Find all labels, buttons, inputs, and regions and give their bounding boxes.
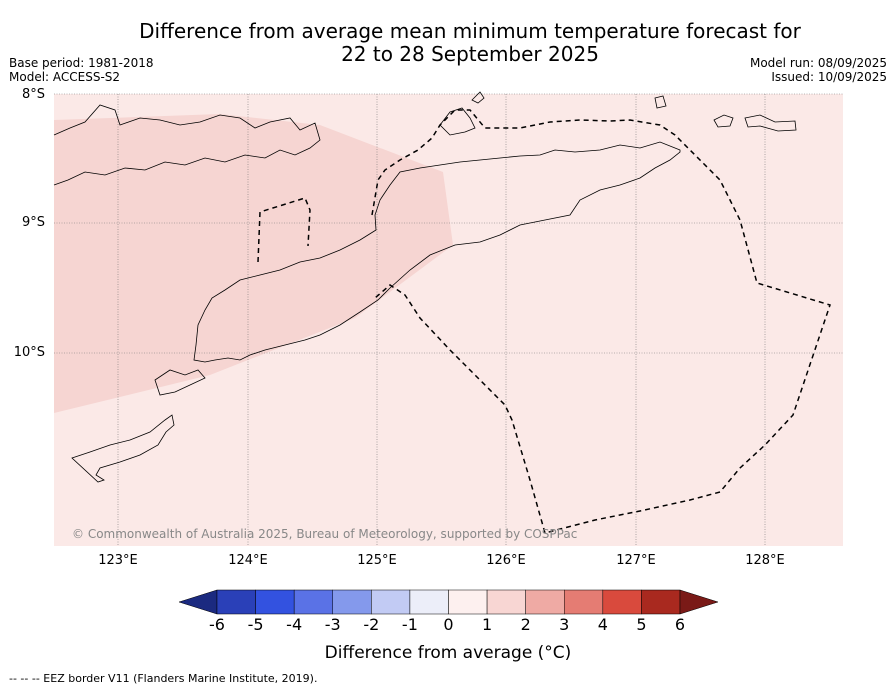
colorbar-arrow-high [679,589,719,615]
meta-left: Base period: 1981-2018 Model: ACCESS-S2 [9,56,154,84]
colorbar-segment [409,589,449,615]
sumba-coast [71,414,175,483]
colorbar-segment [332,589,372,615]
colorbar-tick-label: -3 [324,615,341,634]
lon-label-126e: 126°E [486,553,526,568]
lat-label-8s: 8°S [21,87,45,102]
lon-label-124e: 124°E [228,553,268,568]
wetar-coast [471,91,485,104]
island-small-2 [713,114,734,128]
colorbar-segment [255,589,295,615]
lat-label-9s: 9°S [21,215,45,230]
timor-coast [193,141,681,363]
colorbar-tick-label: 0 [443,615,454,634]
copyright-text: © Commonwealth of Australia 2025, Bureau… [72,527,578,541]
coastlines [53,91,797,483]
footnote: -- -- -- EEZ border V11 (Flanders Marine… [9,672,318,685]
lon-label-128e: 128°E [745,553,785,568]
colorbar-tick-label: 6 [674,615,686,634]
colorbar-tick-label: 2 [520,615,531,634]
flores-coast [53,104,321,186]
colorbar-segment [602,589,642,615]
anomaly-region [54,114,453,413]
lat-label-10s: 10°S [13,345,45,360]
colorbar-arrow-low [178,589,218,615]
island-small-3 [744,114,797,132]
lon-label-123e: 123°E [98,553,138,568]
alor-island [439,107,476,136]
chart-title: Difference from average mean minimum tem… [120,20,820,66]
issued-date: Issued: 10/09/2025 [771,70,887,84]
colorbar-tick-label: 4 [597,615,608,634]
rote-sawu-coast [154,369,206,396]
colorbar-tick-label: -1 [401,615,418,634]
colorbar-label: Difference from average (°C) [324,643,572,663]
base-period: Base period: 1981-2018 [9,56,154,70]
colorbar-tick-label: -6 [209,615,225,634]
colorbar-tick-label: -2 [363,615,380,634]
colorbar [178,589,719,615]
eez-border [257,109,831,534]
lon-label-125e: 125°E [357,553,397,568]
gridlines [54,93,843,546]
model-name: Model: ACCESS-S2 [9,70,121,84]
colorbar-segment [525,589,565,615]
colorbar-segment [641,589,681,615]
title-line-1: Difference from average mean minimum tem… [139,19,801,43]
colorbar-tick-label: 5 [636,615,647,634]
colorbar-tick-label: 3 [559,615,570,634]
colorbar-segment [216,589,256,615]
colorbar-segment [293,589,333,615]
lon-label-127e: 127°E [616,553,656,568]
colorbar-segment [486,589,526,615]
colorbar-segment [564,589,604,615]
island-small-1 [654,95,667,109]
colorbar-segment [448,589,488,615]
colorbar-tick-label: -4 [286,615,303,634]
title-line-2: 22 to 28 September 2025 [341,42,599,66]
model-run: Model run: 08/09/2025 [749,56,887,70]
meta-right: Model run: 08/09/2025 Issued: 10/09/2025 [750,56,887,84]
colorbar-tick-label: 1 [481,615,493,634]
colorbar-tick-label: -5 [247,615,264,634]
colorbar-segment [371,589,411,615]
